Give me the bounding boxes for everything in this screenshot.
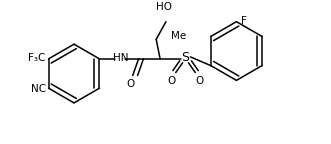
Text: O: O xyxy=(168,76,176,86)
Text: Me: Me xyxy=(171,31,186,41)
Text: F₃C: F₃C xyxy=(28,53,46,63)
Text: F: F xyxy=(241,16,247,26)
Text: O: O xyxy=(195,76,203,86)
Text: NC: NC xyxy=(30,84,46,94)
Text: HO: HO xyxy=(156,2,172,12)
Text: O: O xyxy=(127,79,135,89)
Text: HN: HN xyxy=(113,53,129,63)
Text: S: S xyxy=(181,51,190,64)
